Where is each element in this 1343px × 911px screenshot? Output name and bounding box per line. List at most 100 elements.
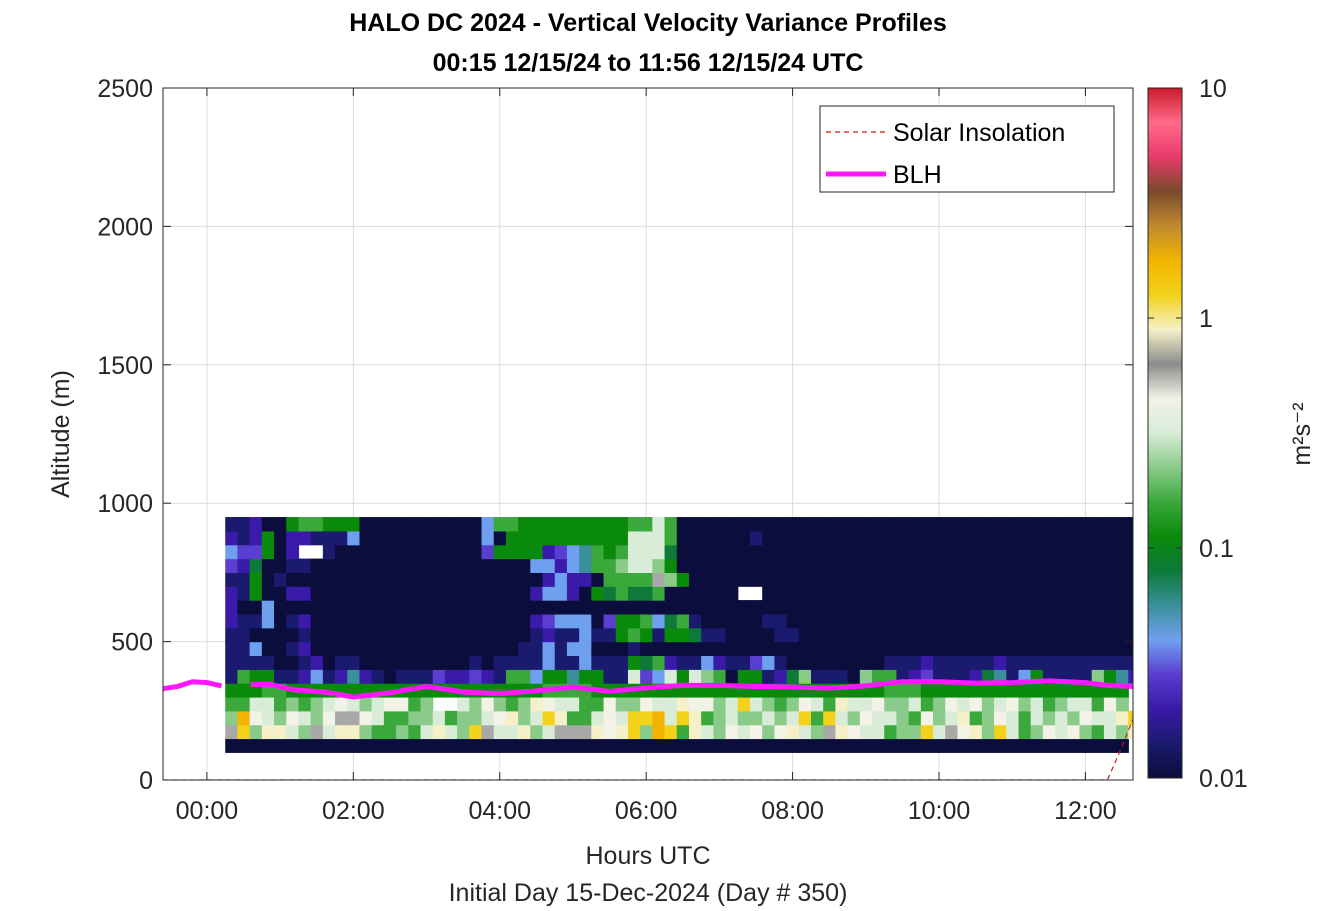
y-tick-label: 1500 xyxy=(97,352,153,380)
x-tick-label: 08:00 xyxy=(761,797,824,825)
colorbar-tick-label: 10 xyxy=(1199,75,1227,103)
heatmap-cell xyxy=(347,558,361,573)
heatmap-cell xyxy=(774,738,788,753)
heatmap-cell xyxy=(591,710,605,726)
heatmap-cell xyxy=(615,669,629,684)
heatmap-cell xyxy=(444,627,458,643)
heatmap-cell xyxy=(603,641,617,657)
heatmap-cell xyxy=(1055,558,1068,573)
heatmap-cell xyxy=(481,724,495,740)
heatmap-cell xyxy=(530,669,544,684)
heatmap-cell xyxy=(786,586,800,601)
heatmap-cell xyxy=(933,558,946,573)
heatmap-cell xyxy=(603,696,617,712)
heatmap-cell xyxy=(542,627,556,643)
heatmap-cell xyxy=(774,627,788,643)
heatmap-cell xyxy=(1116,669,1129,684)
heatmap-cell xyxy=(469,558,483,573)
heatmap-cell xyxy=(469,613,483,629)
heatmap-cell xyxy=(335,530,348,546)
heatmap-cell xyxy=(408,544,422,560)
heatmap-cell xyxy=(823,544,837,560)
heatmap-cell xyxy=(615,724,629,740)
heatmap-cell xyxy=(542,586,556,601)
heatmap-cell xyxy=(1042,613,1056,629)
heatmap-cell xyxy=(298,724,312,740)
heatmap-cell xyxy=(591,572,605,587)
heatmap-cell xyxy=(505,586,519,601)
heatmap-cell xyxy=(737,627,751,643)
heatmap-cell xyxy=(371,586,385,601)
heatmap-cell xyxy=(579,627,592,643)
heatmap-cell xyxy=(225,641,239,657)
heatmap-cell xyxy=(274,572,287,587)
heatmap-cell xyxy=(408,710,422,726)
heatmap-cell xyxy=(396,530,409,546)
heatmap-cell xyxy=(640,724,653,740)
heatmap-cell xyxy=(664,627,678,643)
heatmap-cell xyxy=(1030,572,1044,587)
heatmap-cell xyxy=(749,530,763,546)
heatmap-cell xyxy=(920,641,934,657)
heatmap-cell xyxy=(420,641,434,657)
heatmap-cell xyxy=(335,544,348,560)
heatmap-cell xyxy=(627,710,641,726)
heatmap-cell xyxy=(847,530,861,546)
heatmap-cell xyxy=(872,572,885,587)
heatmap-cell xyxy=(896,586,910,601)
heatmap-cell xyxy=(786,558,800,573)
heatmap-cell xyxy=(762,655,775,670)
heatmap-cell xyxy=(640,572,653,587)
heatmap-cell xyxy=(420,696,434,712)
heatmap-cell xyxy=(774,655,788,670)
heatmap-cell xyxy=(261,586,275,601)
heatmap-cell xyxy=(261,613,275,629)
x-tick-label: 04:00 xyxy=(468,797,531,825)
heatmap-cell xyxy=(225,572,239,587)
heatmap-cell xyxy=(1128,544,1133,560)
heatmap-cell xyxy=(347,517,361,532)
heatmap-cell xyxy=(1006,586,1020,601)
heatmap-cell xyxy=(627,586,641,601)
heatmap-cell xyxy=(505,641,519,657)
heatmap-cell xyxy=(1018,558,1032,573)
heatmap-cell xyxy=(1091,530,1105,546)
heatmap-cell xyxy=(457,655,470,670)
heatmap-cell xyxy=(237,655,251,670)
heatmap-cell xyxy=(725,613,739,629)
heatmap-cell xyxy=(1079,696,1093,712)
heatmap-cell xyxy=(298,613,312,629)
heatmap-cell xyxy=(286,696,300,712)
heatmap-cell xyxy=(994,600,1007,615)
heatmap-cell xyxy=(872,627,885,643)
heatmap-cell xyxy=(249,655,263,670)
heatmap-cell xyxy=(530,544,544,560)
heatmap-cell xyxy=(884,710,898,726)
heatmap-cell xyxy=(896,696,910,712)
heatmap-cell xyxy=(1116,641,1129,657)
heatmap-cell xyxy=(701,586,714,601)
heatmap-cell xyxy=(1067,517,1081,532)
blh-line xyxy=(250,678,1133,700)
heatmap-cell xyxy=(749,613,763,629)
heatmap-cell xyxy=(1103,641,1117,657)
heatmap-cell xyxy=(859,724,873,740)
heatmap-cell xyxy=(286,517,300,532)
heatmap-cell xyxy=(469,586,483,601)
heatmap-cell xyxy=(981,558,995,573)
heatmap-cell xyxy=(518,641,531,657)
heatmap-cell xyxy=(713,558,727,573)
heatmap-cell xyxy=(371,530,385,546)
heatmap-cell xyxy=(1030,655,1044,670)
heatmap-cell xyxy=(652,572,666,587)
heatmap-cell xyxy=(676,530,690,546)
heatmap-cell xyxy=(1128,655,1133,670)
heatmap-cell xyxy=(762,558,775,573)
heatmap-cell xyxy=(420,669,434,684)
heatmap-cell xyxy=(969,683,983,698)
heatmap-cell xyxy=(749,724,763,740)
heatmap-cell xyxy=(554,600,568,615)
heatmap-cell xyxy=(408,669,422,684)
heatmap-cell xyxy=(945,586,959,601)
heatmap-cell xyxy=(749,627,763,643)
